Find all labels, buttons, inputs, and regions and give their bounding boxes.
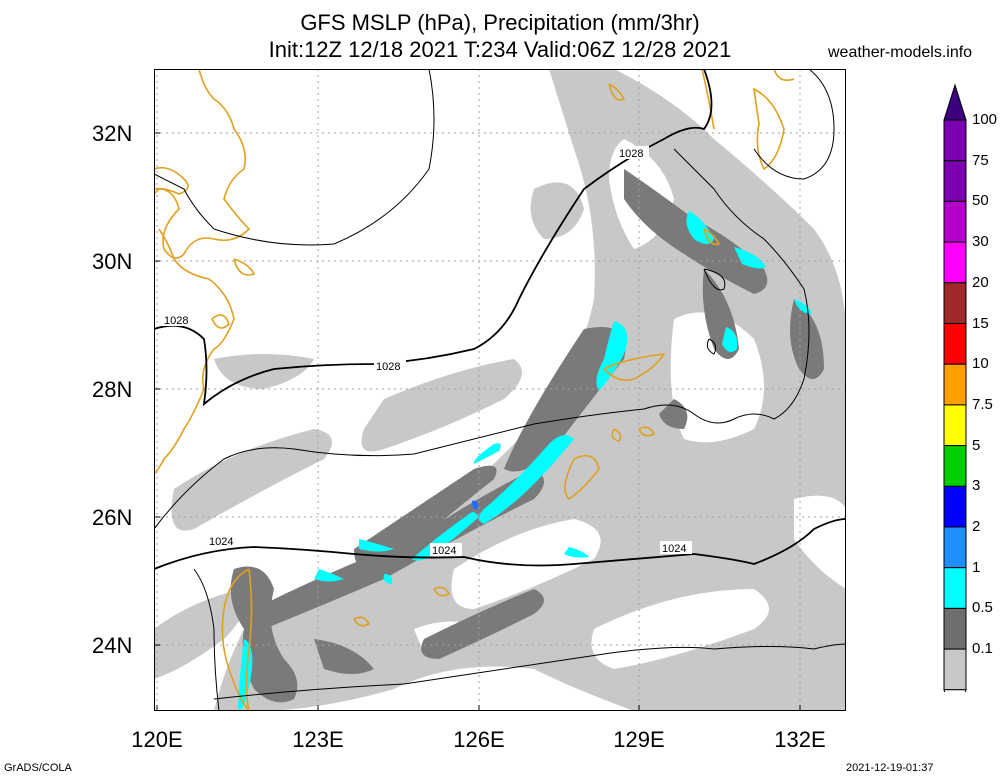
colorbar-swatch: [943, 485, 967, 528]
lat-label: 28N: [92, 377, 133, 402]
coastlines: [154, 69, 795, 711]
colorbar-label: 2: [972, 518, 981, 535]
colorbar-label: 5: [972, 436, 981, 454]
isobar-label: 1028: [376, 361, 400, 373]
footer-software: GrADS/COLA: [4, 762, 72, 774]
map-plot: 1028 1028 1028 1024 1024 1024: [154, 69, 846, 711]
lat-label: 24N: [92, 633, 133, 658]
colorbar-swatch: [943, 445, 967, 487]
colorbar-label: 0.1: [972, 640, 993, 658]
colorbar-label: 50: [972, 192, 989, 210]
colorbar-top-arrow: [943, 83, 967, 121]
title-line-2: Init:12Z 12/18 2021 T:234 Valid:06Z 12/2…: [268, 37, 732, 62]
footer-timestamp: 2021-12-19-01:37: [846, 762, 934, 774]
lat-label: 32N: [92, 121, 133, 146]
colorbar-label: 1: [972, 558, 981, 576]
colorbar-label: 3: [972, 477, 981, 495]
colorbar: [943, 83, 967, 692]
isobar-label: 1024: [662, 543, 686, 555]
colorbar-label: 15: [972, 314, 989, 332]
colorbar-swatch: [943, 200, 967, 243]
colorbar-label: 7.5: [972, 395, 993, 413]
isobar-label: 1024: [209, 536, 233, 548]
isobar-label: 1028: [619, 148, 643, 160]
credit-text: weather-models.info: [828, 44, 973, 61]
precip-max: [472, 500, 479, 510]
lon-label: 132E: [774, 727, 826, 752]
colorbar-swatch: [943, 648, 967, 691]
colorbar-label: 100: [972, 111, 998, 128]
lat-label: 26N: [92, 505, 133, 530]
colorbar-label: 0.5: [972, 599, 993, 617]
colorbar-swatch: [943, 323, 967, 365]
colorbar-swatch: [943, 119, 967, 162]
isobar-label: 1024: [432, 545, 456, 557]
lat-label: 30N: [92, 249, 133, 274]
lon-label: 120E: [131, 727, 183, 752]
precip-medium: [230, 169, 824, 703]
isobars: [154, 69, 846, 711]
colorbar-swatch: [943, 363, 967, 406]
colorbar-label: 10: [972, 355, 989, 373]
grid-lines: [154, 69, 846, 711]
title-line-1: GFS MSLP (hPa), Precipitation (mm/3hr): [300, 10, 700, 35]
lon-label: 129E: [613, 727, 665, 752]
isobar-label: 1028: [164, 315, 188, 327]
colorbar-swatch: [943, 241, 967, 284]
colorbar-label: 20: [972, 273, 989, 291]
colorbar-swatch: [943, 404, 967, 447]
colorbar-label: 30: [972, 233, 989, 251]
colorbar-swatch: [943, 607, 967, 650]
colorbar-swatch: [943, 160, 967, 202]
colorbar-swatch: [943, 282, 967, 325]
colorbar-bottom-arrow: [943, 689, 967, 692]
colorbar-swatch: [943, 526, 967, 569]
colorbar-label: 75: [972, 151, 989, 169]
colorbar-swatch: [943, 567, 967, 609]
isobar-labels: 1028 1028 1028 1024 1024 1024: [162, 146, 692, 557]
lon-label: 123E: [292, 727, 344, 752]
lon-label: 126E: [453, 727, 505, 752]
